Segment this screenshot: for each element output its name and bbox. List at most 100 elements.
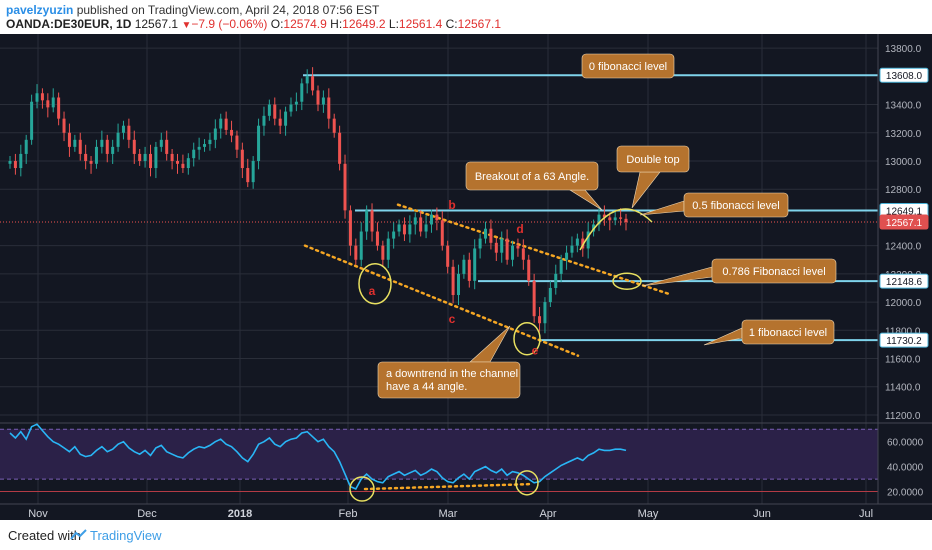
candle-body (224, 118, 228, 130)
candle-body (57, 97, 61, 119)
candle-body (246, 168, 250, 183)
price-tag-label: 12567.1 (886, 218, 923, 229)
candle-body (121, 125, 125, 133)
highlight-ellipse (349, 476, 375, 502)
callout-box (581, 53, 675, 79)
trend-line (303, 244, 580, 357)
candle-body (575, 238, 579, 246)
candle-body (78, 139, 82, 154)
candle-body (494, 242, 498, 253)
callout-box (377, 361, 521, 399)
candle-body (30, 101, 34, 140)
candle-body (203, 144, 207, 147)
x-tick-label: May (638, 508, 659, 520)
x-tick-label: Jun (753, 508, 771, 520)
candle-body (554, 273, 558, 288)
last-price: 12567.1 (134, 17, 179, 31)
y-tick-label: 11800.0 (885, 326, 921, 337)
candle-body (94, 146, 98, 164)
high-label: H: (330, 17, 343, 31)
rsi-tick-label: 20.0000 (887, 488, 924, 499)
y-tick-label: 11600.0 (885, 355, 921, 366)
annotation-callout: 0.5 fibonacci level (639, 192, 789, 218)
candle-body (424, 224, 428, 232)
candle-body (24, 139, 28, 154)
candle-body (154, 146, 158, 169)
candle-body (186, 158, 190, 169)
candle-body (516, 245, 520, 249)
callout-text: 0.786 Fibonacci level (722, 266, 825, 278)
x-tick-label: Apr (539, 508, 556, 520)
candle-body (148, 153, 152, 169)
low-value: 12561.4 (398, 17, 443, 31)
candle-body (213, 128, 217, 140)
candle-body (489, 228, 493, 243)
y-tick-label: 12800.0 (885, 185, 922, 196)
candle-body (51, 97, 55, 108)
annotation-callout: Double top (616, 145, 690, 209)
candle-body (565, 252, 569, 260)
x-tick-label: Nov (28, 508, 48, 520)
annotation-callout: 0.786 Fibonacci level (641, 258, 837, 287)
candle-body (548, 287, 552, 303)
callout-tail (641, 266, 713, 287)
candle-body (19, 153, 23, 169)
candle-body (219, 118, 223, 129)
candle-body (197, 146, 201, 150)
chart-area[interactable]: a b c d e 0 fibonacci level Double top Breakou… (0, 34, 932, 520)
y-tick-label: 13200.0 (885, 129, 922, 140)
highlight-ellipse (515, 470, 539, 496)
rsi-band (0, 429, 878, 480)
candle-body (343, 163, 347, 211)
publish-line: pavelzyuzin published on TradingView.com… (6, 3, 379, 17)
candle-body (327, 97, 331, 119)
candle-body (624, 218, 628, 223)
candle-body (608, 217, 612, 221)
candle-body (240, 149, 244, 169)
down-triangle-icon: ▼ (181, 20, 192, 31)
candle-body (159, 139, 163, 147)
candle-body (278, 118, 282, 126)
callout-box (711, 258, 837, 284)
candle-body (143, 153, 147, 161)
candle-body (381, 245, 385, 260)
x-tick-label: Feb (339, 508, 358, 520)
candle-body (500, 238, 504, 253)
wave-marker: c (449, 312, 456, 326)
candle-body (46, 100, 50, 108)
annotation-callout: a downtrend in the channel have a 44 angl… (377, 325, 521, 399)
candle-body (251, 160, 255, 183)
y-tick-label: 11200.0 (885, 411, 921, 422)
candle-body (375, 231, 379, 246)
rsi-tick-label: 60.0000 (887, 438, 924, 449)
callout-tail (631, 171, 661, 209)
candle-body (170, 153, 174, 161)
candle-body (84, 153, 88, 161)
candle-body (586, 231, 590, 249)
y-tick-label: 13000.0 (885, 157, 922, 168)
candle-body (462, 259, 466, 274)
candle-body (521, 248, 525, 260)
x-tick-label: Mar (439, 508, 458, 520)
highlight-ellipse (513, 322, 541, 356)
candle-body (267, 104, 271, 116)
price-chart-svg: a b c d e 0 fibonacci level Double top Breakou… (0, 34, 932, 520)
annotation-callout: 1 fibonacci level (703, 319, 835, 346)
candle-body (505, 238, 509, 260)
candle-body (262, 115, 266, 126)
candle-body (311, 76, 315, 91)
tradingview-brand-link[interactable]: TradingView (90, 528, 162, 543)
candle-body (165, 139, 169, 154)
candle-body (192, 149, 196, 159)
price-tag-label: 12148.6 (886, 277, 923, 288)
x-tick-label: Dec (137, 508, 157, 520)
callout-text: 0.5 fibonacci level (692, 200, 779, 212)
y-tick-label: 13800.0 (885, 44, 922, 55)
candle-body (397, 224, 401, 232)
callout-box (465, 161, 599, 191)
change-text: −7.9 (−0.06%) (191, 17, 268, 31)
author-link[interactable]: pavelzyuzin (6, 3, 74, 17)
trend-line (363, 482, 534, 491)
candle-body (181, 163, 185, 169)
